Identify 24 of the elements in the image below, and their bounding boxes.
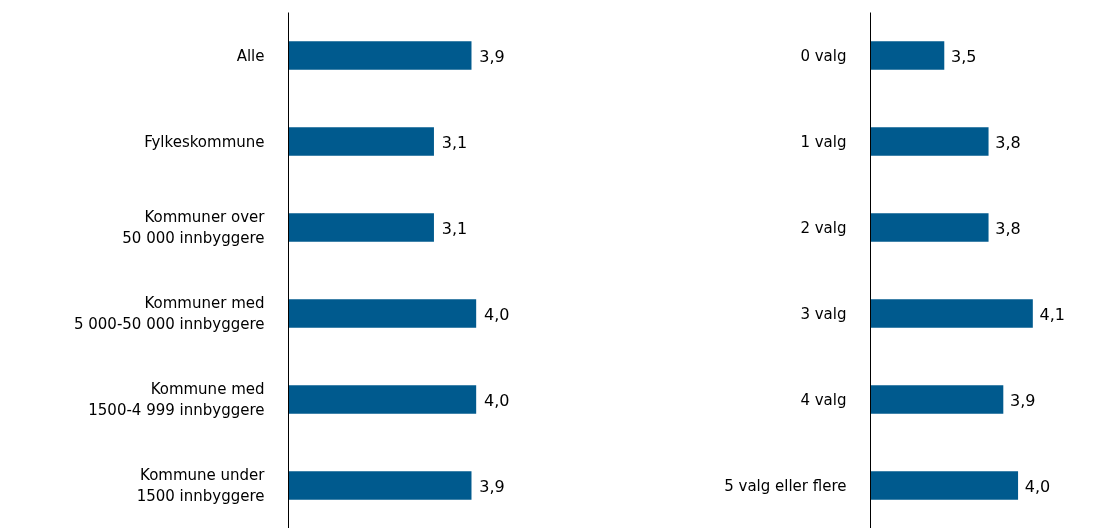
data-label: 3,8 bbox=[995, 218, 1021, 238]
y-tick-label: 4 valg bbox=[800, 390, 847, 409]
data-label: 3,1 bbox=[441, 132, 468, 152]
data-label: 3,8 bbox=[995, 132, 1021, 152]
y-tick-label: 1 valg bbox=[800, 132, 847, 151]
data-label: 3,1 bbox=[441, 218, 468, 238]
y-tick-label: Fylkeskommune bbox=[144, 132, 265, 151]
y-tick-label: Alle bbox=[236, 46, 265, 65]
data-label: 3,9 bbox=[1010, 390, 1036, 410]
y-tick-label: 5 valg eller flere bbox=[724, 476, 847, 495]
data-label: 4,0 bbox=[1024, 476, 1051, 496]
y-tick-label: Kommuner over 50 000 innbyggere bbox=[122, 207, 266, 248]
data-label: 3,9 bbox=[479, 476, 505, 496]
y-tick-label: Kommuner med 5 000-50 000 innbyggere bbox=[73, 293, 265, 334]
y-tick-label: 2 valg bbox=[800, 218, 847, 237]
y-tick-label: Kommune under 1500 innbyggere bbox=[136, 465, 266, 506]
data-label: 4,1 bbox=[1039, 304, 1065, 324]
data-label: 4,0 bbox=[483, 390, 510, 410]
y-tick-label: Kommune med 1500-4 999 innbyggere bbox=[88, 379, 265, 420]
y-tick-label: 3 valg bbox=[800, 304, 847, 323]
y-tick-label: 0 valg bbox=[800, 46, 847, 65]
data-label: 3,9 bbox=[479, 46, 505, 66]
data-label: 4,0 bbox=[483, 304, 510, 324]
data-label: 3,5 bbox=[951, 46, 977, 66]
